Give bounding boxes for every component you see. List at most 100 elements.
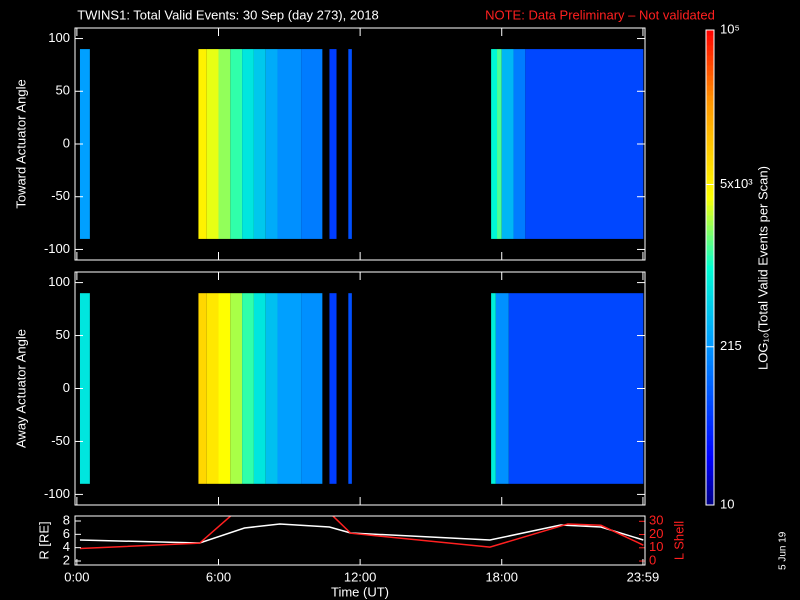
colorbar-swatch	[706, 260, 714, 266]
y-tick-label: 50	[56, 83, 70, 98]
colorbar-swatch	[706, 410, 714, 416]
colorbar-swatch	[706, 335, 714, 341]
colorbar-swatch	[706, 200, 714, 206]
colorbar-swatch	[706, 220, 714, 226]
colorbar-swatch	[706, 320, 714, 326]
colorbar-swatch	[706, 85, 714, 91]
heatmap-cell	[495, 293, 509, 484]
colorbar-swatch	[706, 175, 714, 181]
colorbar-swatch	[706, 110, 714, 116]
colorbar-swatch	[706, 290, 714, 296]
colorbar-swatch	[706, 185, 714, 191]
heatmap-cell	[491, 293, 496, 484]
heatmap-cell	[508, 293, 644, 484]
colorbar-swatch	[706, 405, 714, 411]
y-tick-label: -50	[51, 188, 70, 203]
colorbar-swatch	[706, 250, 714, 256]
colorbar-swatch	[706, 295, 714, 301]
colorbar-swatch	[706, 190, 714, 196]
colorbar-swatch	[706, 345, 714, 351]
heatmap-cell	[230, 293, 243, 484]
heatmap-cell	[206, 49, 219, 239]
colorbar-swatch	[706, 55, 714, 61]
plot-area	[79, 516, 644, 550]
x-tick-label: 0:00	[64, 569, 89, 584]
colorbar-swatch	[706, 445, 714, 451]
colorbar-swatch	[706, 395, 714, 401]
colorbar-swatch	[706, 425, 714, 431]
colorbar-swatch	[706, 265, 714, 271]
heatmap-cell	[265, 49, 278, 239]
colorbar-swatch	[706, 465, 714, 471]
heatmap-cell	[198, 293, 207, 484]
colorbar-swatch	[706, 430, 714, 436]
colorbar-tick-label: 10	[720, 496, 734, 511]
colorbar-swatch	[706, 75, 714, 81]
colorbar-swatch	[706, 165, 714, 171]
colorbar-swatch	[706, 385, 714, 391]
y-tick-label: 8	[63, 512, 70, 527]
heatmap-cell	[79, 49, 90, 239]
colorbar-swatch	[706, 390, 714, 396]
colorbar-swatch	[706, 480, 714, 486]
y-tick-label: 100	[48, 30, 70, 45]
colorbar-swatch	[706, 135, 714, 141]
y-tick-label: 50	[56, 327, 70, 342]
colorbar-swatch	[706, 315, 714, 321]
colorbar-tick-label: 215	[720, 338, 742, 353]
colorbar-swatch	[706, 280, 714, 286]
colorbar-swatch	[706, 230, 714, 236]
date-stamp: 5 Jun 19	[778, 531, 789, 570]
colorbar-swatch	[706, 95, 714, 101]
heatmap-cell	[218, 293, 231, 484]
data-line	[79, 523, 644, 544]
heatmap-cell	[79, 293, 90, 484]
heatmap-cell	[301, 293, 323, 484]
y-tick-label: -50	[51, 433, 70, 448]
heatmap-cell	[491, 49, 498, 239]
y2-tick-label: 0	[649, 552, 656, 567]
x-tick-label: 18:00	[485, 569, 518, 584]
colorbar-swatch	[706, 325, 714, 331]
colorbar-swatch	[706, 60, 714, 66]
colorbar-swatch	[706, 205, 714, 211]
colorbar-swatch	[706, 100, 714, 106]
colorbar-swatch	[706, 490, 714, 496]
colorbar-swatch	[706, 365, 714, 371]
heatmap-cell	[253, 293, 266, 484]
colorbar-swatch	[706, 370, 714, 376]
x-axis-label: Time (UT)	[331, 584, 389, 599]
colorbar-swatch	[706, 470, 714, 476]
colorbar-swatch	[706, 275, 714, 281]
y-tick-label: 6	[63, 526, 70, 541]
y-tick-label: -100	[44, 486, 70, 501]
colorbar-tick-label: 5x10³	[720, 176, 753, 191]
y-axis-label: R [RE]	[36, 521, 51, 559]
colorbar-tick-label: 10⁵	[720, 21, 740, 36]
heatmap-cell	[501, 49, 514, 239]
heatmap-cell	[329, 49, 337, 239]
y-axis-label: Toward Actuator Angle	[13, 79, 28, 208]
colorbar-swatch	[706, 180, 714, 186]
data-line	[79, 516, 644, 550]
y-tick-label: 2	[63, 552, 70, 567]
colorbar-swatch	[706, 375, 714, 381]
colorbar-swatch	[706, 155, 714, 161]
colorbar-swatch	[706, 310, 714, 316]
colorbar-swatch	[706, 420, 714, 426]
colorbar-swatch	[706, 245, 714, 251]
heatmap-cell	[301, 49, 323, 239]
heatmap-cell	[329, 293, 337, 484]
colorbar-swatch	[706, 270, 714, 276]
colorbar-swatch	[706, 460, 714, 466]
colorbar-swatch	[706, 90, 714, 96]
heatmap-cell	[513, 49, 526, 239]
colorbar-swatch	[706, 300, 714, 306]
colorbar-swatch	[706, 350, 714, 356]
note: NOTE: Data Preliminary – Not validated	[485, 7, 715, 22]
colorbar-swatch	[706, 150, 714, 156]
colorbar-swatch	[706, 120, 714, 126]
colorbar-swatch	[706, 285, 714, 291]
heatmap-cell	[253, 49, 266, 239]
